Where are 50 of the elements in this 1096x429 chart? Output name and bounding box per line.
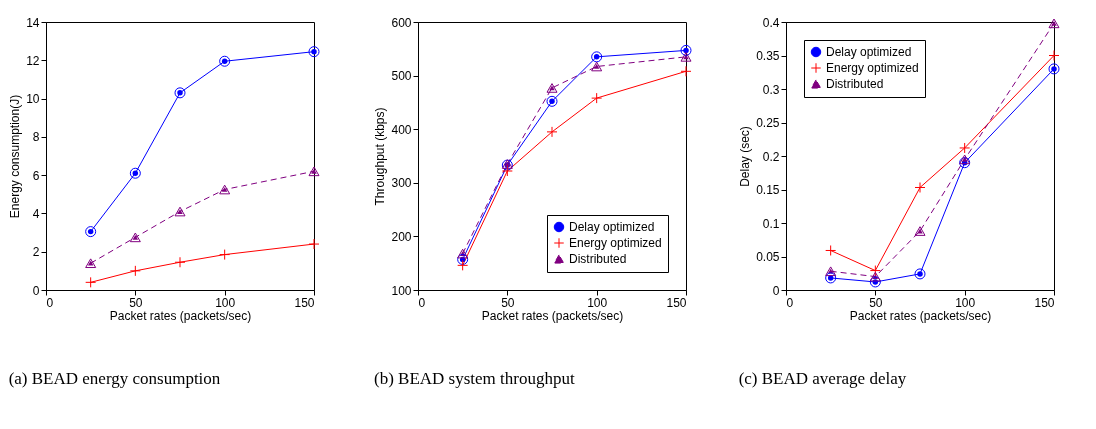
x-tick-label: 150 (666, 295, 687, 310)
x-axis-title: Packet rates (packets/sec) (849, 308, 992, 323)
y-tick-label: 12 (26, 53, 40, 68)
x-tick-label: 100 (215, 295, 236, 310)
y-tick-label: 200 (391, 229, 412, 244)
y-tick-label: 10 (26, 92, 40, 107)
y-tick-label: 6 (32, 168, 40, 183)
legend-label: Delay optimized (826, 45, 912, 59)
y-axis-title: Throughput (kbps) (373, 107, 388, 206)
y-axis-title: Energy consumption(J) (8, 94, 23, 219)
y-tick-label: 14 (26, 15, 40, 30)
legend-label: Energy optimized (569, 236, 662, 250)
legend-label: Distributed (569, 252, 627, 266)
y-tick-label: 0 (772, 283, 780, 298)
y-tick-label: 0.15 (756, 183, 780, 197)
x-axis-title: Packet rates (packets/sec) (481, 308, 624, 323)
y-tick-label: 4 (32, 206, 40, 221)
y-tick-label: 100 (391, 283, 412, 298)
y-tick-label: 400 (391, 122, 412, 137)
y-tick-label: 0.4 (762, 15, 780, 30)
x-tick-label: 50 (501, 295, 515, 310)
x-tick-label: 100 (955, 295, 976, 310)
y-tick-label: 8 (32, 130, 40, 145)
x-tick-label: 100 (587, 295, 608, 310)
x-tick-label: 0 (46, 295, 54, 310)
y-tick-label: 0.25 (756, 116, 780, 130)
x-tick-label: 150 (1034, 295, 1055, 310)
x-tick-label: 50 (869, 295, 883, 310)
x-tick-label: 0 (418, 295, 426, 310)
y-tick-label: 0.1 (762, 216, 780, 231)
y-tick-label: 0.3 (762, 82, 780, 97)
text: (c) BEAD average delay (738, 369, 907, 388)
y-axis-title: Delay (sec) (738, 126, 753, 187)
x-axis-title: Packet rates (packets/sec) (109, 308, 252, 323)
text: (b) BEAD system throughput (373, 369, 575, 388)
legend-label: Delay optimized (569, 220, 655, 234)
y-tick-label: 0 (32, 283, 40, 298)
text: (a) BEAD energy consumption (8, 369, 221, 388)
y-tick-label: 500 (391, 69, 412, 84)
y-tick-label: 0.05 (756, 250, 780, 264)
y-tick-label: 600 (391, 15, 412, 30)
y-tick-label: 0.2 (762, 149, 780, 164)
y-tick-label: 2 (32, 245, 40, 260)
x-tick-label: 150 (294, 295, 315, 310)
legend-label: Energy optimized (826, 61, 919, 75)
x-tick-label: 0 (786, 295, 794, 310)
legend-label: Distributed (826, 77, 884, 91)
x-tick-label: 50 (129, 295, 143, 310)
y-tick-label: 0.35 (756, 49, 780, 63)
y-tick-label: 300 (391, 176, 412, 191)
